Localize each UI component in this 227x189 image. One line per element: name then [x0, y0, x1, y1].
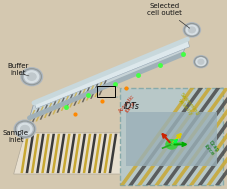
Polygon shape	[171, 88, 227, 185]
Polygon shape	[98, 134, 106, 173]
Circle shape	[18, 123, 32, 135]
Polygon shape	[51, 134, 60, 173]
Polygon shape	[39, 105, 48, 120]
Polygon shape	[94, 82, 102, 97]
Circle shape	[193, 56, 207, 68]
Polygon shape	[34, 39, 189, 108]
Polygon shape	[180, 88, 227, 185]
Polygon shape	[57, 134, 65, 173]
Circle shape	[165, 140, 176, 149]
Polygon shape	[128, 88, 202, 185]
Polygon shape	[44, 103, 52, 118]
Polygon shape	[14, 133, 222, 174]
Polygon shape	[145, 88, 220, 185]
Polygon shape	[98, 80, 106, 95]
Polygon shape	[29, 39, 187, 118]
Polygon shape	[103, 134, 112, 173]
Polygon shape	[62, 134, 70, 173]
Bar	[97, 86, 115, 97]
Polygon shape	[48, 101, 56, 116]
Circle shape	[21, 68, 42, 86]
Polygon shape	[197, 88, 227, 185]
Polygon shape	[65, 94, 73, 109]
Polygon shape	[41, 134, 50, 173]
Polygon shape	[82, 134, 91, 173]
Polygon shape	[46, 134, 55, 173]
Polygon shape	[60, 96, 69, 111]
Circle shape	[197, 59, 203, 64]
Circle shape	[25, 71, 39, 83]
Text: Sample
inlet: Sample inlet	[3, 130, 29, 143]
Polygon shape	[73, 91, 81, 106]
Circle shape	[188, 27, 195, 33]
Polygon shape	[93, 134, 101, 173]
Polygon shape	[31, 108, 39, 123]
Polygon shape	[36, 134, 44, 173]
Bar	[126, 112, 216, 166]
Polygon shape	[154, 88, 227, 185]
Circle shape	[185, 25, 197, 35]
Polygon shape	[31, 134, 39, 173]
Polygon shape	[25, 134, 34, 173]
Text: Selected
cell outlet: Selected cell outlet	[147, 3, 189, 28]
Text: Swimming
velocity: Swimming velocity	[173, 91, 199, 120]
Polygon shape	[119, 88, 194, 185]
Circle shape	[195, 58, 205, 66]
Polygon shape	[72, 134, 81, 173]
Text: Drag
force: Drag force	[202, 140, 218, 157]
Text: Buffer
inlet: Buffer inlet	[7, 63, 29, 76]
Text: Acoustic
force: Acoustic force	[117, 94, 139, 117]
Polygon shape	[56, 98, 64, 113]
Polygon shape	[88, 134, 96, 173]
Polygon shape	[67, 134, 75, 173]
Polygon shape	[188, 88, 227, 185]
Polygon shape	[205, 88, 227, 185]
Polygon shape	[69, 93, 77, 108]
Polygon shape	[162, 88, 227, 185]
Polygon shape	[214, 88, 227, 185]
Polygon shape	[35, 106, 44, 122]
Polygon shape	[77, 89, 86, 104]
Bar	[119, 88, 222, 185]
Polygon shape	[136, 88, 211, 185]
Circle shape	[20, 125, 29, 133]
Circle shape	[14, 120, 36, 138]
Text: IDTs: IDTs	[124, 102, 139, 111]
Polygon shape	[108, 134, 117, 173]
Circle shape	[183, 23, 200, 37]
Polygon shape	[90, 84, 98, 99]
Polygon shape	[52, 99, 60, 115]
Polygon shape	[81, 87, 90, 102]
Polygon shape	[77, 134, 86, 173]
Circle shape	[27, 73, 36, 80]
Polygon shape	[20, 134, 29, 173]
Polygon shape	[27, 110, 35, 125]
Polygon shape	[86, 86, 94, 101]
